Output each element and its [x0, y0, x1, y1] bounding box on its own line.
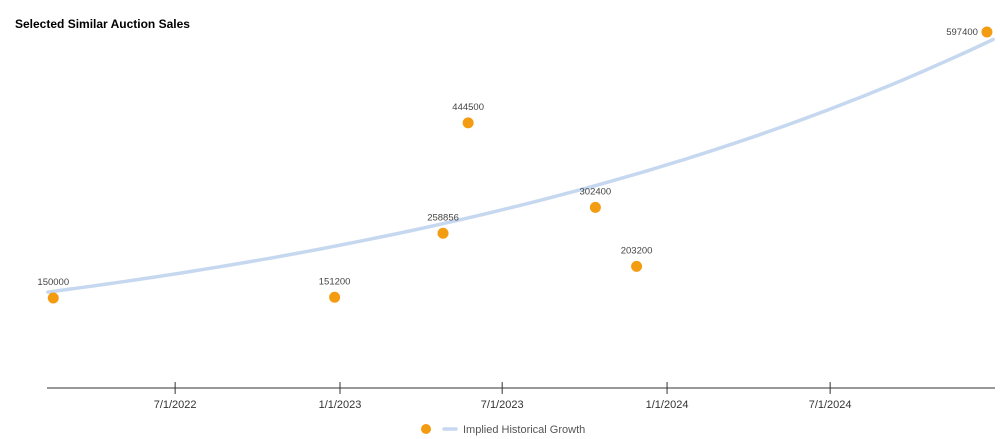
- x-tick-label: 1/1/2023: [319, 399, 362, 411]
- data-point: [437, 227, 449, 239]
- x-tick-label: 1/1/2024: [646, 399, 689, 411]
- data-point: [462, 117, 474, 129]
- trend-line: [46, 37, 995, 294]
- data-point: [47, 292, 59, 304]
- x-axis: 7/1/2022 1/1/2023 7/1/2023 1/1/2024 7/1/2024: [47, 382, 995, 411]
- data-point: [631, 260, 643, 272]
- chart-title: Selected Similar Auction Sales: [15, 17, 190, 31]
- data-label: 597400: [946, 27, 978, 38]
- data-point: [981, 26, 993, 38]
- x-tick-label: 7/1/2024: [809, 399, 852, 411]
- data-label: 203200: [621, 245, 653, 256]
- legend-marker-sales: [421, 424, 431, 434]
- data-label: 151200: [319, 276, 351, 287]
- scatter-points-layer: [47, 26, 993, 304]
- data-label: 258856: [427, 212, 459, 223]
- legend: Implied Historical Growth: [421, 424, 585, 436]
- data-label: 302400: [580, 186, 612, 197]
- data-label: 444500: [452, 102, 484, 113]
- data-point: [589, 201, 601, 213]
- legend-label-growth: Implied Historical Growth: [463, 424, 585, 436]
- x-tick-label: 7/1/2022: [154, 399, 197, 411]
- data-label: 150000: [37, 277, 69, 288]
- data-labels-layer: 150000 151200 258856 444500 302400 203200 5974…: [37, 27, 978, 288]
- trend-line-layer: [46, 37, 995, 294]
- data-point: [329, 291, 341, 303]
- x-tick-label: 7/1/2023: [481, 399, 524, 411]
